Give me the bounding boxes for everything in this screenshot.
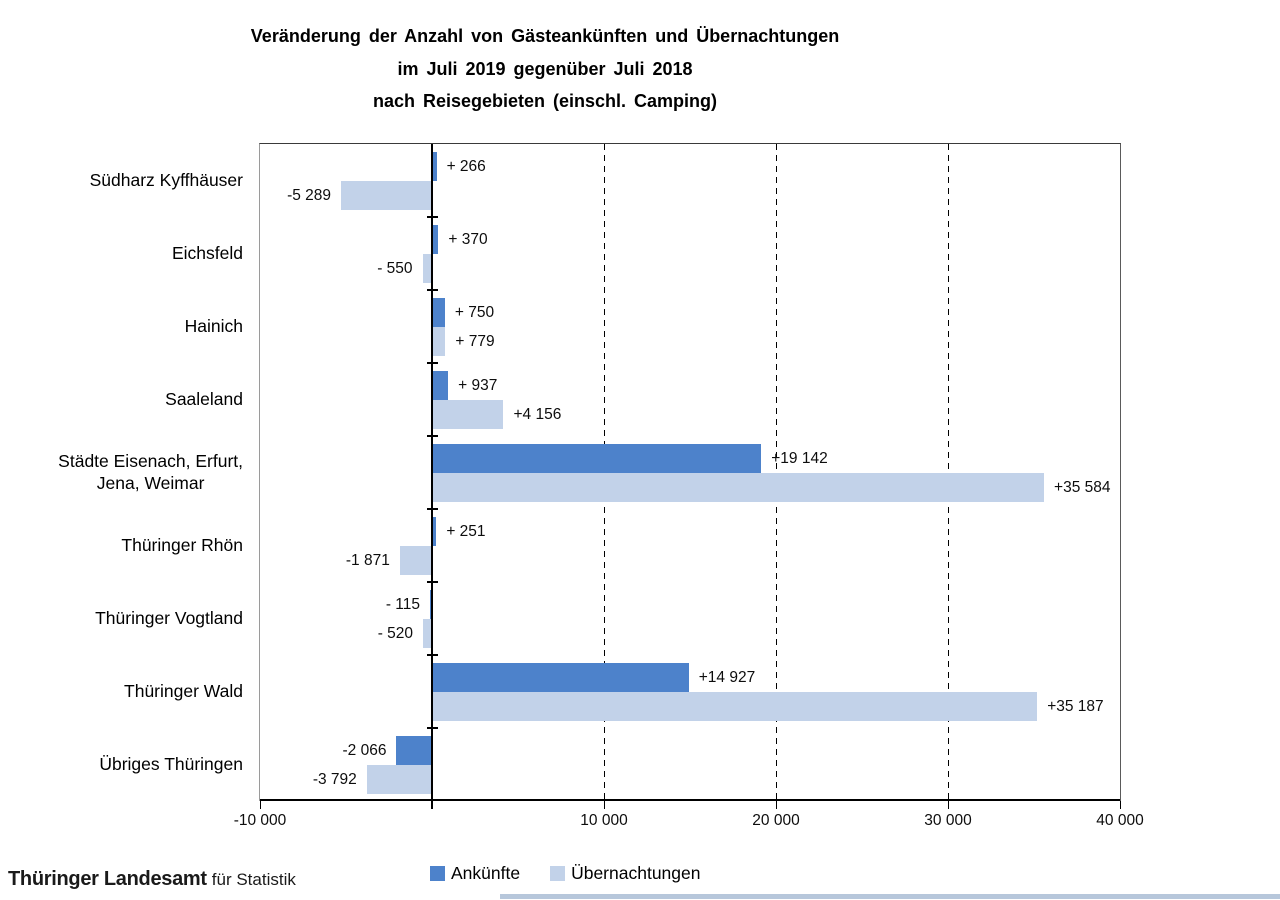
chart-title-line2: im Juli 2019 gegenüber Juli 2018 [397, 58, 693, 79]
bar-value-label: -5 289 [287, 187, 332, 204]
bar-uebernachtungen [341, 181, 432, 210]
bar-uebernachtungen [366, 765, 432, 794]
x-axis-tick-label: 40 000 [1096, 812, 1144, 829]
bar-ankuenfte [396, 736, 432, 765]
footer-accent-bar [500, 894, 1280, 899]
bar-uebernachtungen [423, 619, 432, 648]
bar-value-label: +19 142 [771, 450, 828, 467]
publisher-name-light: für Statistik [211, 870, 296, 889]
x-axis-tick [775, 801, 777, 809]
legend-item-uebernachtungen: Übernachtungen [550, 863, 700, 884]
bar-ankuenfte [432, 663, 689, 692]
bar-value-label: +35 187 [1047, 698, 1104, 715]
bar-value-label: +4 156 [513, 406, 562, 423]
bar-value-label: + 750 [454, 304, 495, 321]
category-label: Eichsfeld [171, 242, 243, 263]
zero-axis-tick [426, 654, 438, 656]
x-axis-tick [603, 801, 605, 809]
category-label: Thüringer Vogtland [95, 607, 243, 628]
category-label: Südharz Kyffhäuser [89, 169, 243, 190]
bar-uebernachtungen [399, 546, 432, 575]
category-label: Thüringer Rhön [121, 534, 243, 555]
x-axis-line [260, 799, 1120, 801]
x-axis-tick-label: -10 000 [233, 812, 287, 829]
category-label: Hainich [184, 315, 243, 336]
bar-value-label: - 520 [377, 625, 414, 642]
bar-value-label: -3 792 [312, 771, 357, 788]
x-axis-tick [947, 801, 949, 809]
zero-axis-tick [426, 216, 438, 218]
bar-value-label: -1 871 [345, 552, 390, 569]
category-axis: Südharz Kyffhäuser Eichsfeld Hainich Saalel… [0, 143, 243, 800]
plot-area: + 266 -5 289 + 370 - 550 + 750 + 779 + 937 +4 1… [234, 143, 1144, 829]
bar-value-label: - 115 [385, 596, 421, 613]
bar-value-label: +14 927 [698, 669, 756, 686]
chart-title-line3: nach Reisegebieten (einschl. Camping) [372, 91, 718, 111]
bar-uebernachtungen [432, 327, 446, 356]
bar-value-label: + 937 [458, 377, 498, 394]
zero-axis-tick [426, 581, 438, 583]
category-label: Städte Eisenach, Erfurt, Jena, Weimar [58, 450, 243, 493]
category-label: Thüringer Wald [124, 680, 243, 701]
x-axis-tick [431, 801, 433, 809]
x-axis-tick-label: 30 000 [924, 812, 972, 829]
publisher-name-bold: Thüringer Landesamt [8, 868, 207, 890]
gridline [775, 144, 777, 801]
bar-uebernachtungen [432, 692, 1038, 721]
bar-ankuenfte [432, 444, 762, 473]
legend-label: Ankünfte [451, 863, 521, 883]
bar-value-label: + 266 [446, 158, 486, 175]
bar-value-label: - 550 [377, 260, 413, 277]
zero-axis-tick [426, 362, 438, 364]
bar-uebernachtungen [422, 254, 432, 283]
bar-value-label: + 370 [448, 231, 488, 248]
x-axis-tick-label: 10 000 [580, 812, 628, 829]
gridline [947, 144, 949, 801]
bar-value-label: -2 066 [342, 742, 387, 759]
x-axis-tick [259, 801, 261, 809]
legend: Ankünfte Übernachtungen [430, 863, 700, 884]
category-label: Übriges Thüringen [99, 753, 243, 774]
bar-uebernachtungen [432, 400, 504, 429]
zero-axis [431, 144, 433, 809]
bar-ankuenfte [432, 152, 437, 181]
zero-axis-tick [426, 508, 438, 510]
legend-swatch [550, 866, 566, 881]
bar-uebernachtungen [432, 473, 1045, 502]
zero-axis-tick [426, 435, 438, 437]
bar-ankuenfte [432, 298, 445, 327]
bar-ankuenfte [432, 517, 437, 546]
x-axis-tick [1119, 801, 1121, 809]
zero-axis-tick [426, 727, 438, 729]
legend-item-ankuenfte: Ankünfte [430, 863, 520, 884]
bar-value-label: +35 584 [1054, 479, 1111, 496]
legend-label: Übernachtungen [571, 863, 701, 883]
chart-title: Veränderung der Anzahl von Gästeankünfte… [0, 20, 1090, 118]
bar-ankuenfte [432, 371, 449, 400]
legend-swatch [430, 866, 445, 881]
bar-ankuenfte [432, 225, 439, 254]
publisher-logo: Thüringer Landesamt für Statistik [8, 868, 296, 891]
bar-value-label: + 251 [446, 523, 486, 540]
category-label: Saaleland [165, 388, 243, 409]
bar-value-label: + 779 [455, 333, 495, 350]
zero-axis-tick [426, 289, 438, 291]
x-axis-tick-label: 20 000 [752, 812, 800, 829]
chart-title-line1: Veränderung der Anzahl von Gästeankünfte… [250, 26, 840, 46]
